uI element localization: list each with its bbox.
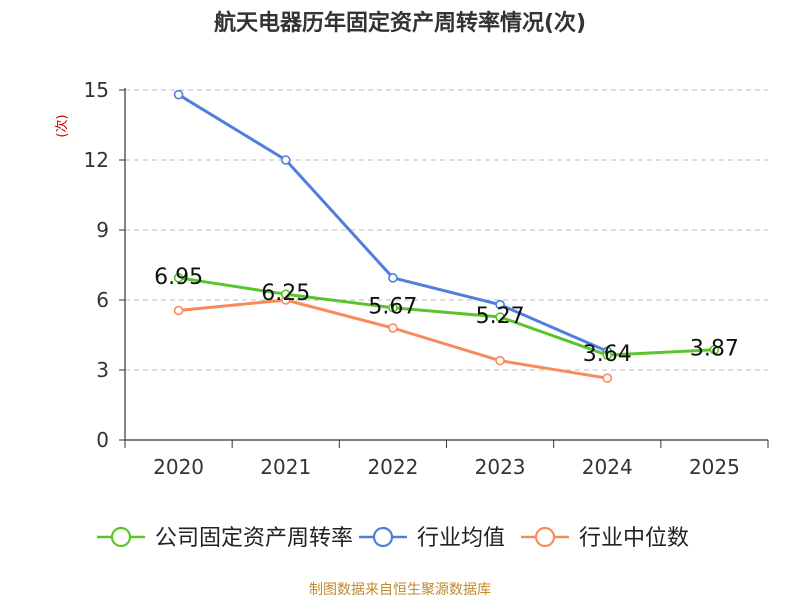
data-point	[173, 89, 184, 100]
x-tick-label: 2020	[153, 455, 204, 479]
data-point	[602, 373, 613, 383]
data-label: 5.27	[476, 304, 525, 329]
data-point	[495, 355, 505, 366]
data-label: 5.67	[368, 295, 417, 320]
data-point	[280, 289, 291, 299]
data-labels-layer: 6.95 6.25 5.67 5.27 3.64 3.87	[154, 265, 739, 367]
legend: 公司固定资产周转率 行业均值 行业中位数	[97, 526, 689, 551]
x-tick-label: 2023	[475, 455, 526, 479]
y-tick-label: 6	[96, 288, 109, 312]
data-point	[388, 273, 398, 283]
legend-marker	[110, 526, 132, 548]
y-tick-label: 9	[96, 218, 109, 242]
x-tick-label: 2022	[367, 455, 418, 479]
legend-item: 公司固定资产周转率	[97, 526, 353, 551]
data-point	[709, 344, 720, 355]
data-point	[495, 312, 505, 322]
legend-marker	[534, 526, 556, 548]
legend-item: 行业中位数	[521, 526, 689, 551]
chart-title: 航天电器历年固定资产周转率情况(次)	[214, 10, 586, 36]
legend-item: 行业均值	[359, 526, 505, 551]
source-note: 制图数据来自恒生聚源数据库	[309, 582, 491, 598]
series-layer	[173, 89, 720, 383]
data-point	[495, 299, 505, 310]
data-label: 6.25	[261, 281, 310, 306]
axes: 0 3 6 9 12 15 2020 2021 2022 2023 2024 2025	[84, 78, 769, 479]
data-label: 3.87	[690, 337, 739, 362]
x-tick-label: 2021	[260, 455, 311, 479]
y-tick-label: 12	[84, 148, 109, 172]
legend-label: 公司固定资产周转率	[155, 526, 353, 551]
legend-label: 行业中位数	[579, 526, 689, 551]
y-axis-label: (次)	[54, 114, 70, 137]
data-label: 3.64	[583, 342, 632, 367]
data-point	[602, 350, 613, 360]
y-tick-label: 0	[96, 428, 109, 452]
x-tick-label: 2025	[689, 455, 740, 479]
data-point	[388, 323, 398, 333]
data-point	[388, 302, 398, 313]
series-line-0	[178, 276, 715, 357]
data-label: 6.95	[154, 265, 203, 290]
y-tick-label: 3	[96, 358, 109, 382]
x-tick-label: 2024	[582, 455, 633, 479]
legend-label: 行业均值	[417, 526, 505, 551]
data-point	[173, 273, 184, 283]
y-tick-label: 15	[84, 78, 109, 102]
legend-marker	[372, 526, 394, 548]
data-point	[173, 305, 184, 316]
gridlines	[125, 89, 768, 371]
data-point	[280, 155, 291, 165]
